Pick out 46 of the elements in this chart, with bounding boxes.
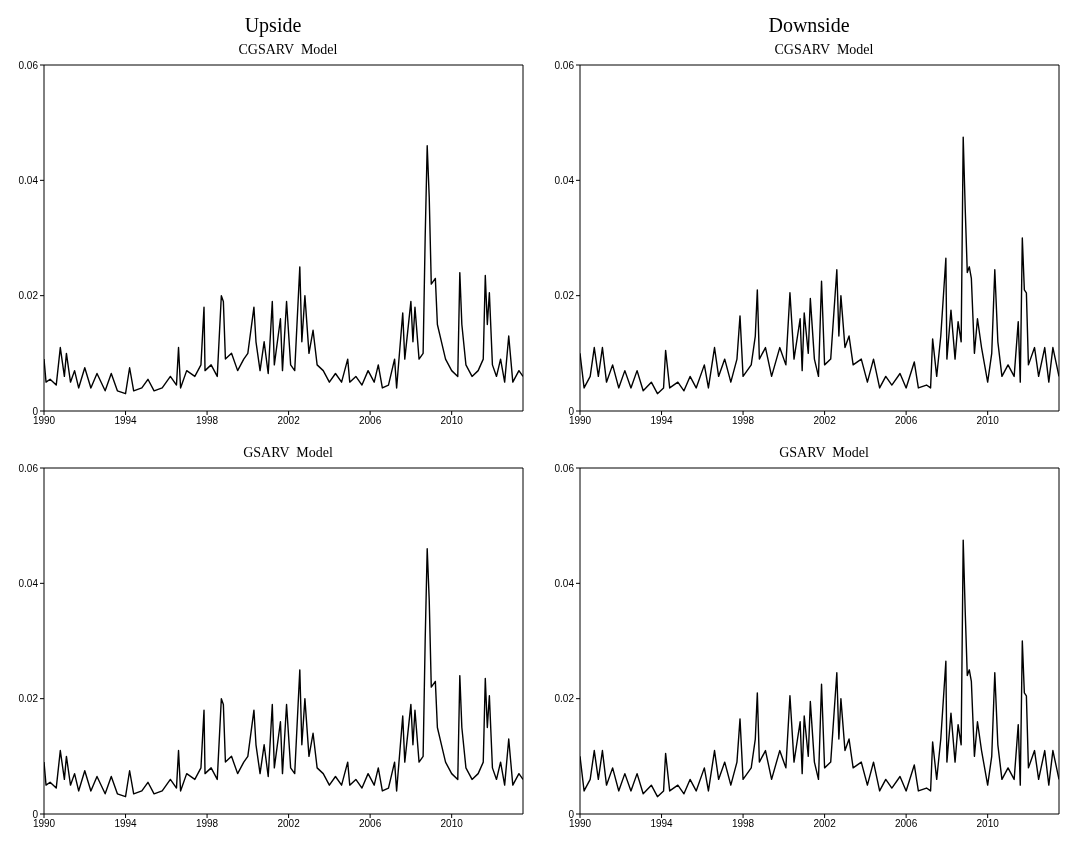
x-tick-label: 2010 xyxy=(440,818,464,830)
chart-title: Upside xyxy=(243,13,303,39)
x-tick-label: 1994 xyxy=(650,818,674,830)
x-tick-label: 1990 xyxy=(568,415,592,427)
x-tick-label: 2010 xyxy=(976,818,1000,830)
y-tick-label: 0.04 xyxy=(554,577,575,589)
y-tick-label: 0.02 xyxy=(18,693,39,705)
x-tick-label: 2006 xyxy=(359,415,382,427)
y-tick-label: 0 xyxy=(32,808,39,820)
x-tick-label: 2002 xyxy=(813,818,837,830)
y-tick-label: 0.06 xyxy=(18,59,39,71)
y-tick-label: 0.04 xyxy=(554,174,575,186)
x-tick-label: 2010 xyxy=(976,415,1000,427)
x-tick-label: 2002 xyxy=(277,818,301,830)
x-tick-label: 1990 xyxy=(32,818,56,830)
chart-subtitle: GSARV Model xyxy=(242,445,334,462)
y-tick-label: 0.02 xyxy=(554,693,575,705)
chart-title: Downside xyxy=(767,13,851,38)
x-tick-label: 2006 xyxy=(895,818,918,830)
y-tick-label: 0.02 xyxy=(18,290,39,302)
x-tick-label: 2010 xyxy=(440,415,464,427)
chart-subtitle: GSARV Model xyxy=(778,445,870,462)
x-tick-label: 1994 xyxy=(114,415,138,427)
y-tick-label: 0.06 xyxy=(18,462,39,474)
x-tick-label: 2006 xyxy=(359,818,382,830)
x-tick-label: 1990 xyxy=(568,818,592,830)
chart-subtitle: CGSARV Model xyxy=(773,42,875,59)
x-tick-label: 1998 xyxy=(731,818,755,830)
x-tick-label: 2002 xyxy=(277,415,301,427)
x-tick-label: 2006 xyxy=(895,415,918,427)
x-tick-label: 1994 xyxy=(114,818,138,830)
x-tick-label: 1998 xyxy=(195,415,219,427)
y-tick-label: 0.04 xyxy=(18,577,39,589)
x-tick-label: 1990 xyxy=(32,415,56,427)
x-tick-label: 1998 xyxy=(195,818,219,830)
x-tick-label: 2002 xyxy=(813,415,837,427)
x-tick-label: 1998 xyxy=(731,415,755,427)
y-tick-label: 0 xyxy=(568,405,575,417)
y-tick-label: 0.04 xyxy=(18,174,39,186)
y-tick-label: 0.02 xyxy=(554,290,575,302)
x-tick-label: 1994 xyxy=(650,415,674,427)
chart-subtitle: CGSARV Model xyxy=(237,42,339,59)
y-tick-label: 0 xyxy=(32,405,39,417)
y-tick-label: 0.06 xyxy=(554,59,575,71)
y-tick-label: 0.06 xyxy=(554,462,575,474)
y-tick-label: 0 xyxy=(568,808,575,820)
